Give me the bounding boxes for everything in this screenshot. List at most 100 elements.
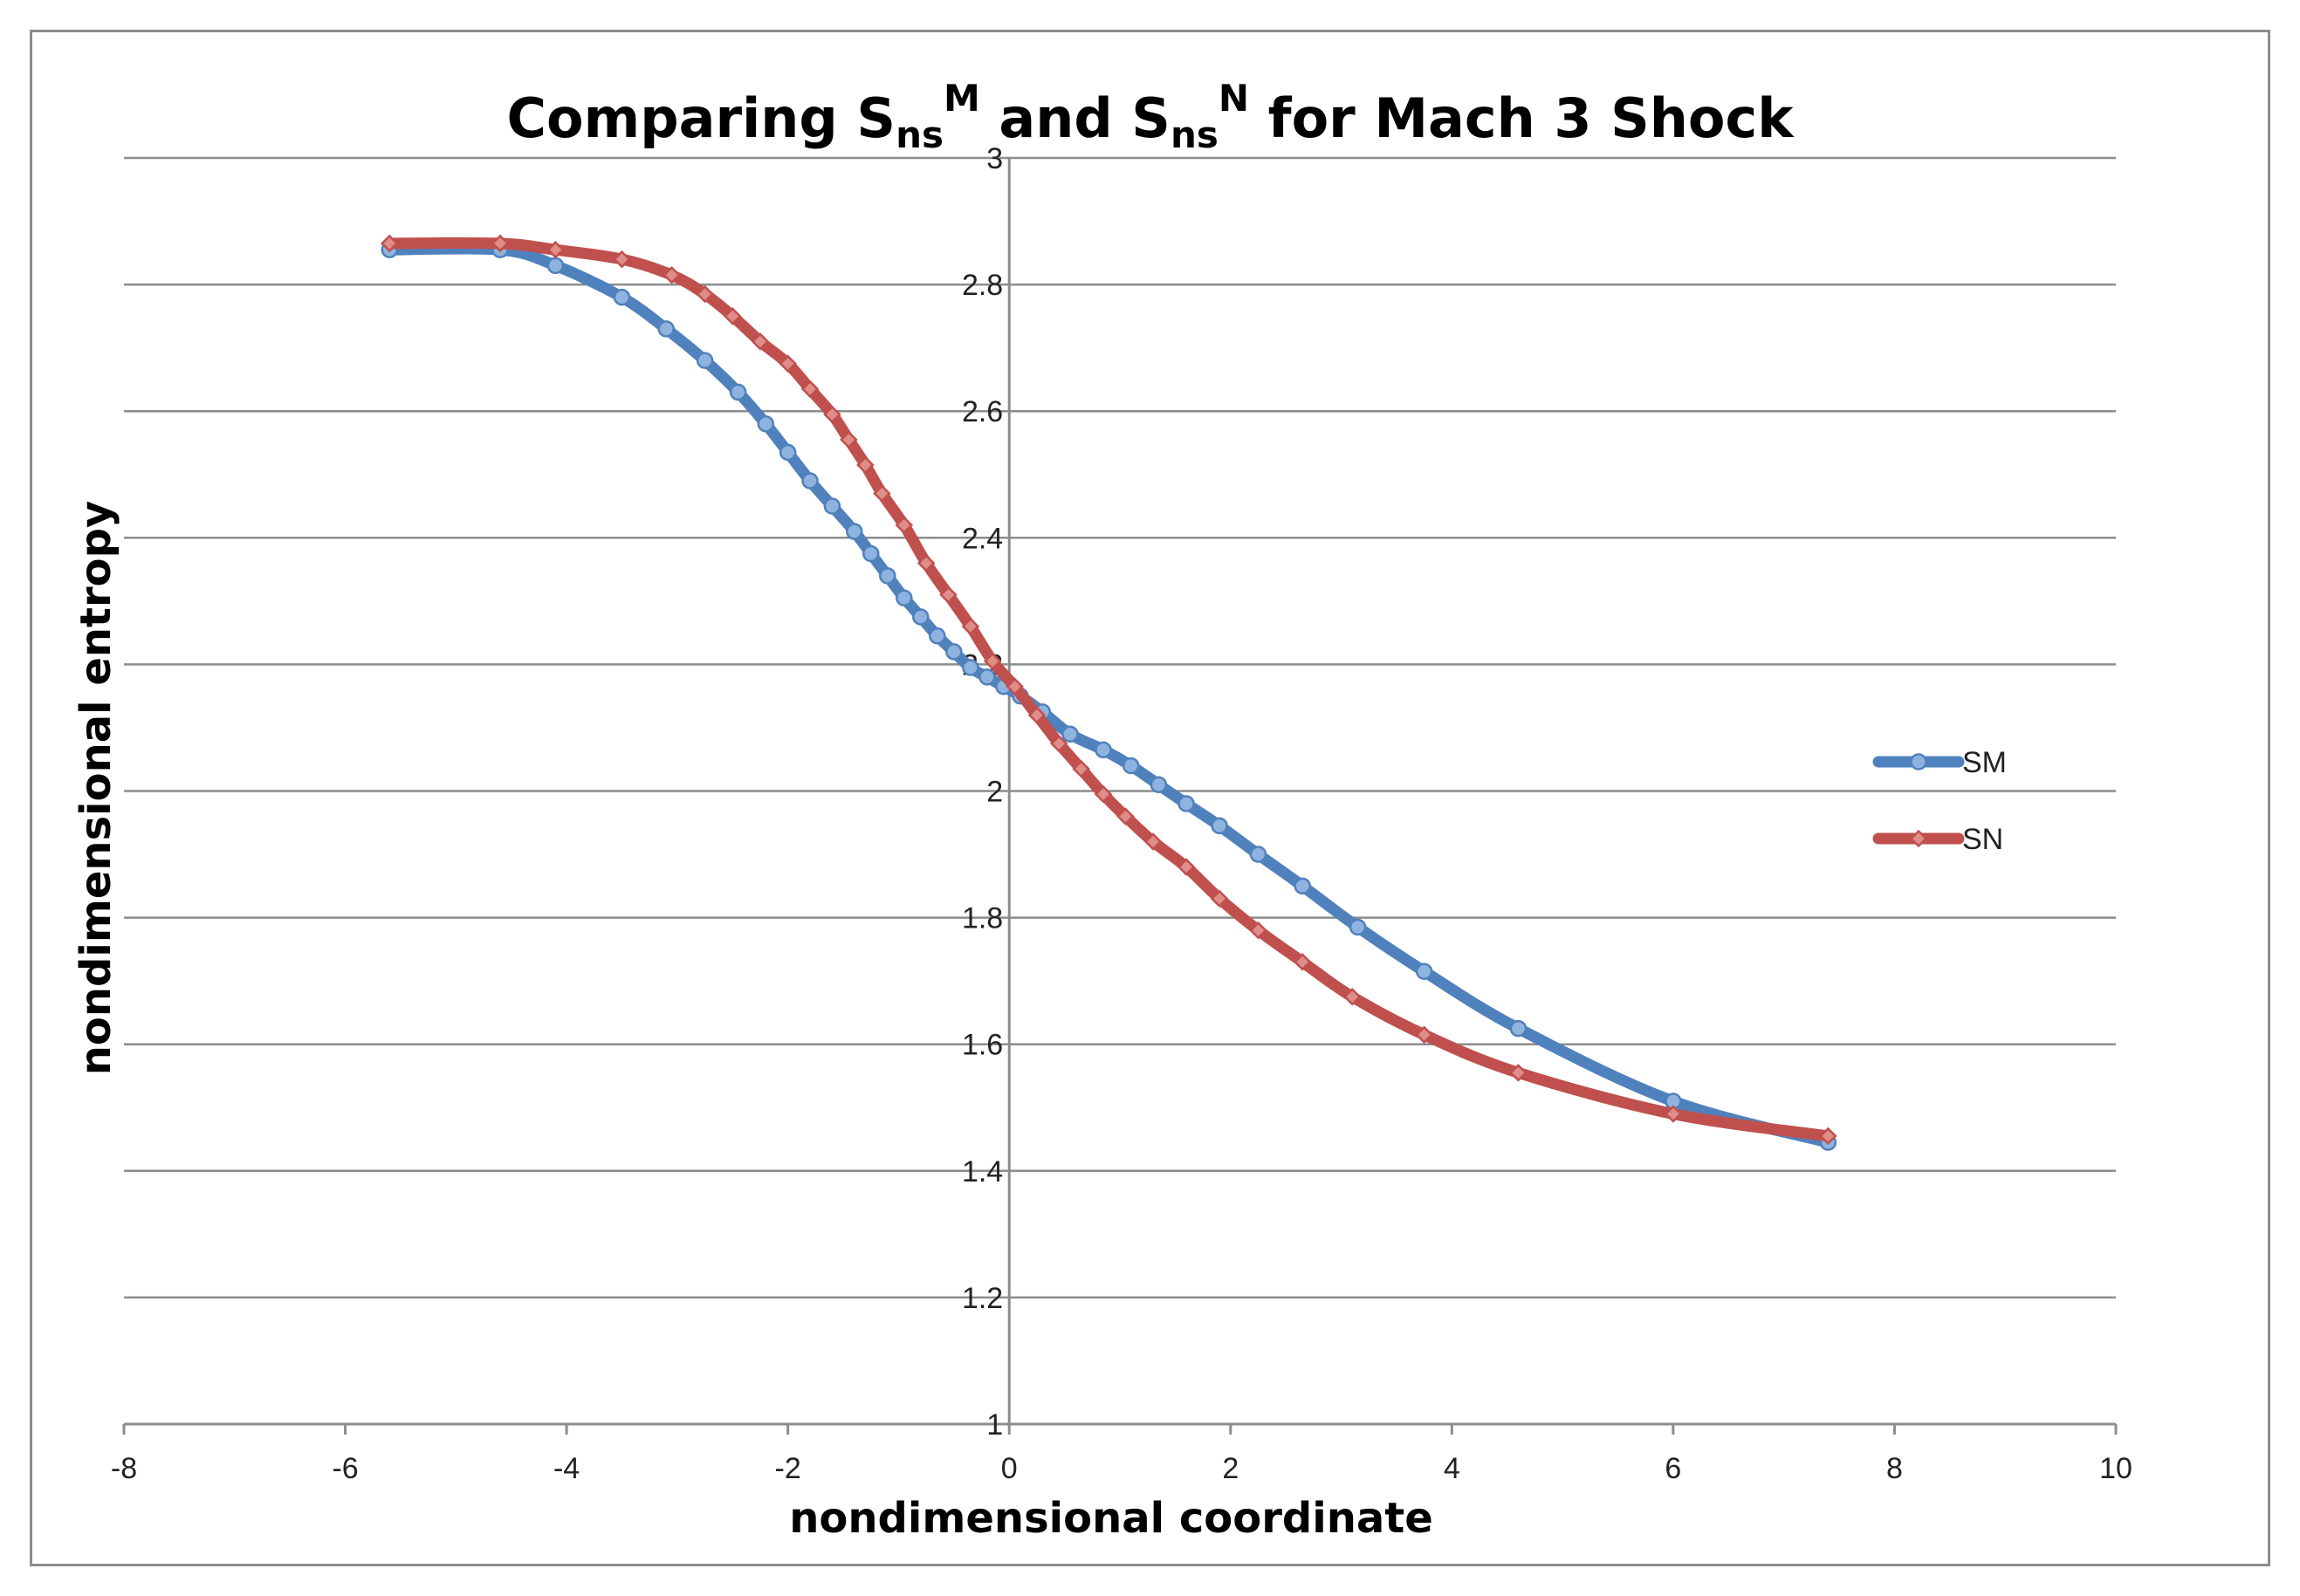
- data-point-sn: [823, 405, 841, 424]
- data-point-sm: [1509, 1019, 1528, 1038]
- data-point-sn: [1342, 988, 1362, 1006]
- data-point-sn: [1027, 706, 1047, 724]
- x-tick-label: -6: [332, 1452, 358, 1485]
- data-point-sm: [1095, 741, 1112, 759]
- data-point-sm: [613, 288, 631, 306]
- chart-title: Comparing SnsM and SnsN for Mach 3 Shock: [506, 77, 1794, 156]
- data-point-sm: [1349, 918, 1367, 936]
- x-tick-label: 6: [1665, 1452, 1681, 1485]
- data-point-sn: [663, 265, 681, 284]
- data-point-sm: [779, 443, 797, 462]
- data-point-sn: [1819, 1127, 1837, 1146]
- data-point-sn: [1116, 807, 1135, 825]
- x-tick-label: 4: [1444, 1452, 1460, 1485]
- data-point-sm: [1415, 962, 1433, 981]
- data-point-sn: [939, 586, 958, 604]
- legend-marker-sm: [1910, 753, 1927, 771]
- data-point-sm: [823, 497, 841, 515]
- data-point-sn: [613, 250, 631, 269]
- data-point-sn: [840, 430, 858, 449]
- series: [380, 234, 1837, 1151]
- data-point-sn: [724, 307, 742, 325]
- legend: SM SN: [1872, 746, 2007, 856]
- data-point-sn: [1177, 858, 1196, 876]
- data-point-sm: [879, 567, 896, 585]
- data-point-sn: [873, 484, 891, 503]
- data-point-sn: [856, 456, 875, 475]
- x-tick-label: 8: [1886, 1452, 1903, 1485]
- data-point-sm: [1122, 757, 1140, 775]
- data-point-sm: [1249, 846, 1267, 863]
- series-line-sn: [383, 236, 1834, 1142]
- data-point-sm: [1150, 776, 1168, 793]
- data-point-sm: [862, 545, 880, 563]
- data-point-sm: [696, 352, 714, 369]
- data-point-sm: [729, 383, 747, 401]
- data-point-sm: [912, 608, 930, 626]
- y-tick-label: 1.4: [962, 1155, 1003, 1188]
- chart-frame: [30, 30, 2270, 1566]
- x-tick-label: -2: [775, 1452, 801, 1485]
- y-tick-label: 1: [986, 1408, 1003, 1442]
- x-axis-title: nondimensional coordinate: [789, 1494, 1433, 1543]
- x-tick-label: 2: [1222, 1452, 1239, 1485]
- data-point-sn: [961, 617, 980, 636]
- x-tick-label: 10: [2099, 1452, 2132, 1485]
- data-point-sm: [1211, 817, 1228, 835]
- data-point-sm: [962, 659, 979, 676]
- data-point-sn: [546, 240, 565, 259]
- data-point-sm: [546, 257, 565, 275]
- data-point-sm: [801, 472, 819, 490]
- x-tick-labels: -8 -6 -4 -2 0 2 4 6 8 10: [111, 1424, 2132, 1485]
- data-point-sn: [1664, 1105, 1683, 1123]
- data-point-sm: [896, 589, 913, 606]
- data-point-sn: [751, 332, 770, 351]
- data-point-sn: [380, 234, 399, 253]
- y-tick-label: 1.6: [962, 1029, 1003, 1062]
- y-tick-label: 1.8: [962, 902, 1003, 935]
- data-point-sn: [800, 380, 820, 399]
- y-tick-label: 2: [986, 776, 1003, 809]
- data-point-sm: [845, 523, 863, 540]
- data-point-sn: [1249, 921, 1267, 940]
- data-point-sn: [779, 354, 797, 373]
- data-point-sn: [917, 554, 936, 572]
- data-point-sm: [945, 643, 963, 661]
- x-tick-label: -4: [553, 1452, 580, 1485]
- data-point-sn: [696, 284, 714, 304]
- axes: [124, 158, 2116, 1426]
- y-tick-label: 2.4: [962, 522, 1003, 555]
- y-tick-label: 1.2: [962, 1282, 1003, 1315]
- grid-lines: [124, 156, 2116, 1299]
- data-point-sn: [1415, 1025, 1433, 1045]
- legend-label-sm: SM: [1962, 746, 2007, 779]
- legend-item-sm: SM: [1872, 746, 2007, 779]
- series-sm: [381, 241, 1837, 1151]
- y-tick-label: 2.8: [962, 269, 1003, 302]
- legend-label-sn: SN: [1962, 823, 2003, 856]
- data-point-sn: [1050, 734, 1068, 753]
- data-point-sm: [1294, 877, 1311, 895]
- data-point-sn: [1210, 889, 1229, 908]
- data-point-sm: [978, 668, 996, 686]
- data-point-sn: [1143, 832, 1163, 851]
- data-point-sn: [1006, 677, 1024, 696]
- data-point-sm: [757, 414, 775, 433]
- data-point-sn: [1509, 1064, 1528, 1082]
- data-point-sn: [1072, 759, 1090, 778]
- data-point-sm: [1177, 795, 1195, 812]
- series-line-sm: [383, 243, 1834, 1148]
- x-tick-label: 0: [1001, 1452, 1018, 1485]
- data-point-sn: [1094, 784, 1113, 804]
- data-point-sn: [1293, 953, 1312, 971]
- y-tick-label: 3: [986, 142, 1003, 175]
- series-sn: [380, 234, 1837, 1146]
- data-point-sn: [491, 234, 510, 253]
- legend-marker-sn: [1909, 829, 1928, 848]
- y-axis-title: nondimensional entropy: [72, 501, 120, 1076]
- y-tick-label: 2.6: [962, 395, 1003, 428]
- data-point-sm: [929, 627, 946, 645]
- data-point-sn: [983, 652, 1002, 671]
- data-point-sm: [657, 320, 675, 338]
